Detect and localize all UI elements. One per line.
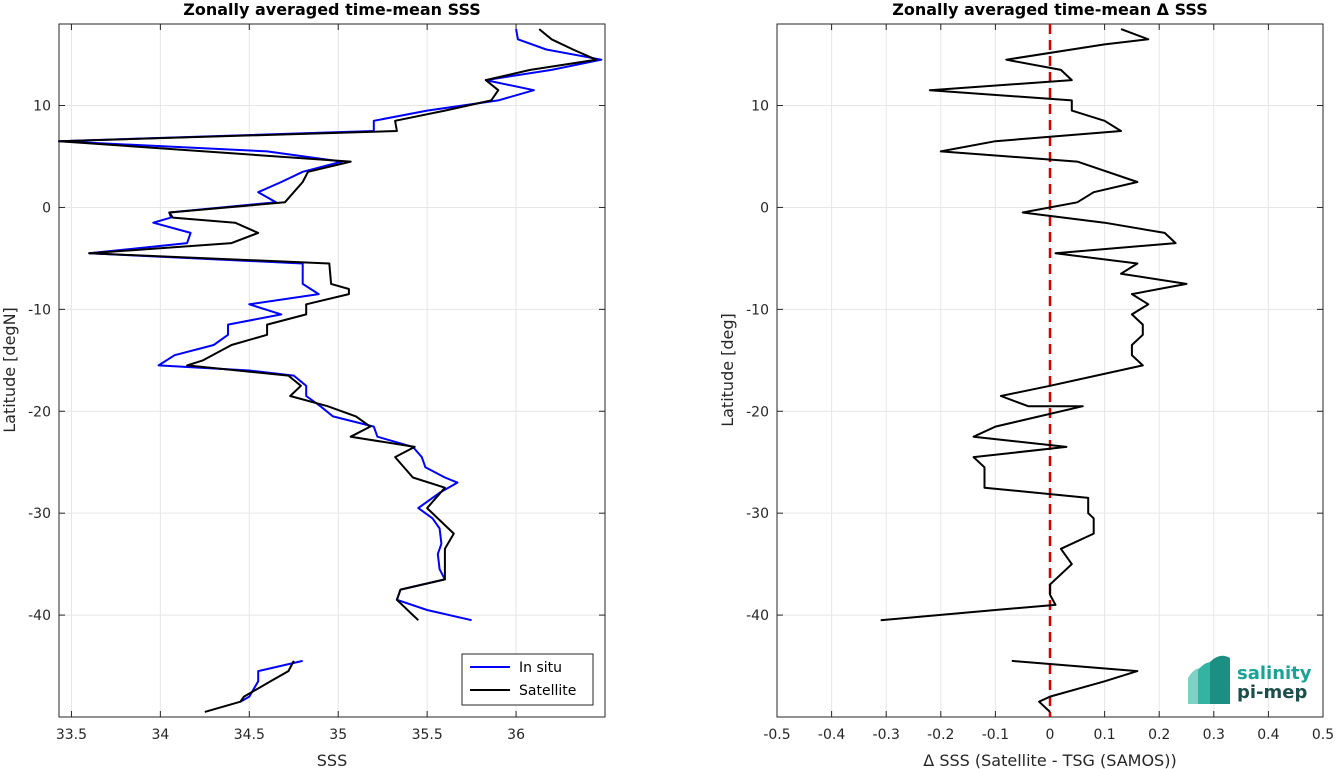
legend-label-in-situ: In situ <box>519 660 562 676</box>
x-tick-label: 36 <box>507 727 525 743</box>
x-tick-label: 35.5 <box>412 727 443 743</box>
series-line-delta-sss <box>880 28 1188 622</box>
y-tick-label: -30 <box>746 506 769 522</box>
salinity-pi-mep-logo: salinity pi-mep <box>1188 655 1312 704</box>
legend: In situ Satellite <box>461 653 594 706</box>
x-tick-label: -0.2 <box>927 727 954 743</box>
right-ticks: -0.5 -0.4 -0.3 -0.2 -0.1 0 0.1 0.2 0.3 0.4 0.5 10 0 -… <box>746 24 1334 743</box>
x-tick-label: 0.5 <box>1312 727 1334 743</box>
y-tick-label: 10 <box>751 99 769 115</box>
right-series <box>880 28 1188 713</box>
y-tick-label: -40 <box>28 608 51 624</box>
x-tick-label: -0.3 <box>873 727 900 743</box>
right-title: Zonally averaged time-mean Δ SSS <box>892 0 1208 19</box>
legend-label-satellite: Satellite <box>519 683 576 699</box>
y-tick-label: -20 <box>28 404 51 420</box>
y-tick-label: -40 <box>746 608 769 624</box>
right-xlabel: Δ SSS (Satellite - TSG (SAMOS)) <box>923 751 1176 769</box>
y-tick-label: 0 <box>760 200 769 216</box>
y-tick-label: 10 <box>33 99 51 115</box>
left-ylabel: Latitude [degN] <box>0 307 19 433</box>
x-tick-label: 0.1 <box>1093 727 1115 743</box>
left-grid <box>59 24 605 717</box>
x-tick-label: 0.2 <box>1148 727 1170 743</box>
y-tick-label: -10 <box>28 302 51 318</box>
series-line-in-situ <box>58 28 603 622</box>
y-tick-label: -30 <box>28 506 51 522</box>
legend-box <box>461 653 594 706</box>
x-tick-label: 0.4 <box>1257 727 1279 743</box>
y-tick-label: 0 <box>42 200 51 216</box>
left-xlabel: SSS <box>317 751 347 769</box>
x-tick-label: -0.4 <box>818 727 845 743</box>
series-line-satellite <box>204 660 295 713</box>
right-ylabel: Latitude [deg] <box>718 313 737 427</box>
logo-text-pi-mep: pi-mep <box>1237 682 1307 703</box>
x-tick-label: 35 <box>329 727 347 743</box>
series-line-in-situ <box>239 659 303 703</box>
x-tick-label: 34 <box>151 727 169 743</box>
x-tick-label: 0.3 <box>1203 727 1225 743</box>
series-line-delta-sss <box>1011 659 1139 713</box>
x-tick-label: -0.1 <box>982 727 1009 743</box>
left-series <box>58 28 603 713</box>
left-axes-box <box>58 23 606 718</box>
left-panel: 33.5 34 34.5 35 35.5 36 10 0 -10 -20 -30 -40 Zonall… <box>0 0 606 769</box>
x-tick-label: 0 <box>1046 727 1055 743</box>
right-panel: -0.5 -0.4 -0.3 -0.2 -0.1 0 0.1 0.2 0.3 0.4 0.5 10 0 -… <box>718 0 1334 769</box>
logo-text-salinity: salinity <box>1237 663 1312 684</box>
x-tick-label: 34.5 <box>234 727 265 743</box>
series-line-satellite <box>58 28 598 621</box>
left-ticks: 33.5 34 34.5 35 35.5 36 10 0 -10 -20 -30 -40 <box>28 24 605 743</box>
logo-wave-icon <box>1188 655 1230 704</box>
y-tick-label: -10 <box>746 302 769 318</box>
x-tick-label: 33.5 <box>56 727 87 743</box>
left-title: Zonally averaged time-mean SSS <box>183 0 481 19</box>
x-tick-label: -0.5 <box>763 727 790 743</box>
y-tick-label: -20 <box>746 404 769 420</box>
